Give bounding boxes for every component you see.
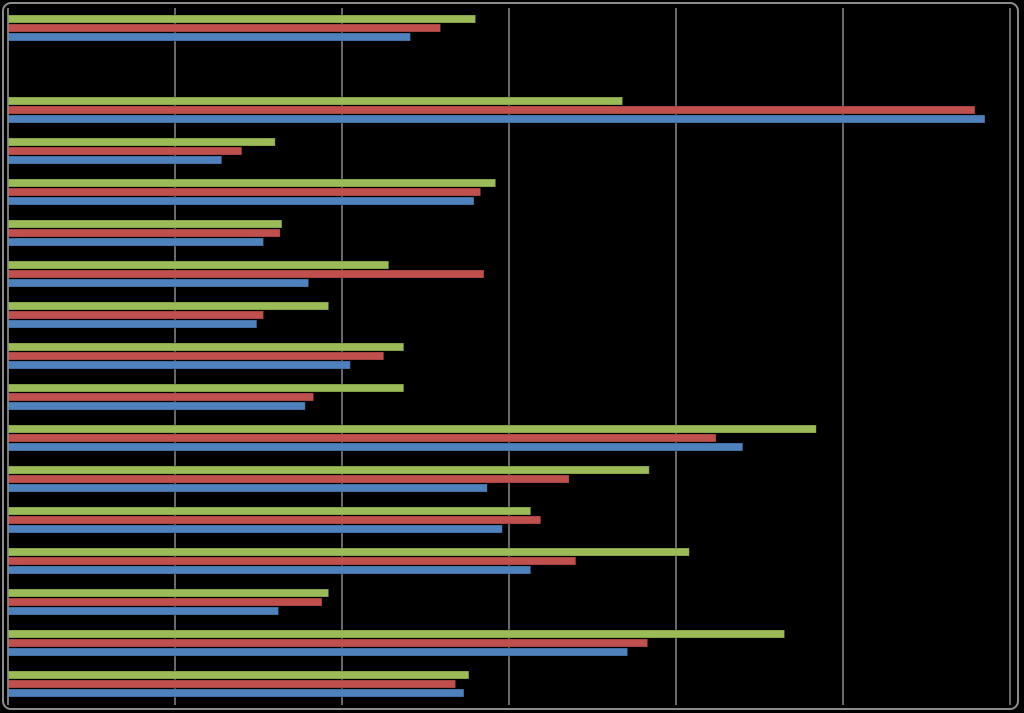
- bar: [7, 310, 264, 320]
- bar: [7, 565, 532, 575]
- bar: [7, 137, 276, 147]
- bar: [7, 114, 986, 124]
- bar: [7, 23, 441, 33]
- bar: [7, 146, 243, 156]
- bar: [7, 442, 744, 452]
- bar: [7, 260, 390, 270]
- bar: [7, 401, 306, 411]
- bar: [7, 392, 315, 402]
- bar: [7, 319, 258, 329]
- bar: [7, 597, 323, 607]
- bar: [7, 515, 542, 525]
- bar: [7, 670, 470, 680]
- bar: [7, 96, 623, 106]
- bar: [7, 228, 281, 238]
- bar: [7, 237, 264, 247]
- bar: [7, 556, 577, 566]
- bar: [7, 606, 279, 616]
- bar: [7, 342, 405, 352]
- bar: [7, 588, 330, 598]
- bar: [7, 424, 817, 434]
- bar: [7, 14, 477, 24]
- bar: [7, 638, 649, 648]
- bar: [7, 219, 283, 229]
- bar: [7, 278, 310, 288]
- bar: [7, 196, 475, 206]
- bar: [7, 178, 497, 188]
- bar: [7, 301, 330, 311]
- bar: [7, 105, 976, 115]
- bar: [7, 383, 405, 393]
- bar: [7, 269, 485, 279]
- bar: [7, 155, 223, 165]
- bar: [7, 351, 385, 361]
- bar: [7, 547, 690, 557]
- bar: [7, 465, 650, 475]
- bar: [7, 688, 465, 698]
- bar: [7, 647, 628, 657]
- bar: [7, 506, 532, 516]
- bar: [7, 524, 503, 534]
- bar: [7, 474, 570, 484]
- bar: [7, 629, 785, 639]
- bar: [7, 360, 351, 370]
- bar: [7, 32, 411, 42]
- bar: [7, 679, 456, 689]
- bar: [7, 433, 717, 443]
- bar: [7, 483, 488, 493]
- bar: [7, 187, 482, 197]
